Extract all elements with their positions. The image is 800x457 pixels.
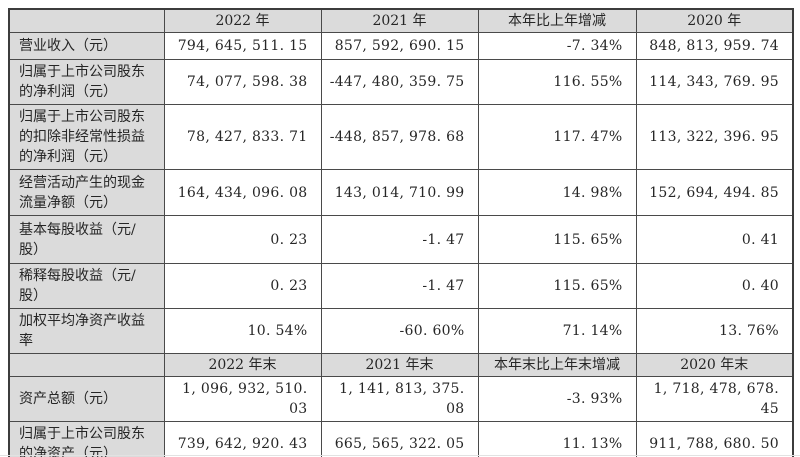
row-label: 营业收入（元） [8,32,165,60]
financial-summary-table: 2022 年 2021 年 本年比上年增减 2020 年 营业收入（元） 794… [8,8,794,457]
value-2022: 78, 427, 833. 71 [163,104,322,170]
header-cell-2022-year-end: 2022 年末 [163,353,322,377]
page-bottom-divider [0,455,800,456]
header-cell-2022: 2022 年 [163,8,322,33]
value-2022: 164, 434, 096. 08 [163,169,322,216]
value-year-end-change: -3. 93% [477,376,637,422]
value-yoy-change: 115. 65% [477,215,637,264]
value-2020-year-end: 911, 788, 680. 50 [635,421,794,457]
value-2021: 143, 014, 710. 99 [320,169,479,216]
row-net-assets-attributable: 归属于上市公司股东 的净资产（元） 739, 642, 920. 43 665,… [8,421,794,457]
value-2020-year-end: 1, 718, 478, 678. 45 [635,376,794,422]
value-2020: 13. 76% [635,308,794,354]
value-2020: 113, 322, 396. 95 [635,104,794,170]
value-2020: 848, 813, 959. 74 [635,32,794,60]
row-label: 经营活动产生的现金 流量净额（元） [8,169,165,216]
value-yoy-change: 116. 55% [477,59,637,105]
header-cell-2020-year-end: 2020 年末 [635,353,794,377]
row-operating-revenue: 营业收入（元） 794, 645, 511. 15 857, 592, 690.… [8,32,794,60]
row-basic-eps: 基本每股收益（元/ 股） 0. 23 -1. 47 115. 65% 0. 41 [8,215,794,264]
value-yoy-change: 14. 98% [477,169,637,216]
row-operating-cash-flow: 经营活动产生的现金 流量净额（元） 164, 434, 096. 08 143,… [8,169,794,216]
value-2021: -60. 60% [320,308,479,354]
value-yoy-change: 117. 47% [477,104,637,170]
header-cell-2020: 2020 年 [635,8,794,33]
row-weighted-avg-roe: 加权平均净资产收益 率 10. 54% -60. 60% 71. 14% 13.… [8,308,794,354]
value-2022: 0. 23 [163,215,322,264]
value-2020: 114, 343, 769. 95 [635,59,794,105]
value-2021: -448, 857, 978. 68 [320,104,479,170]
row-label: 加权平均净资产收益 率 [8,308,165,354]
header-cell-blank [8,353,165,377]
row-label: 稀释每股收益（元/ 股） [8,263,165,309]
value-2022: 74, 077, 598. 38 [163,59,322,105]
row-label: 归属于上市公司股东 的净资产（元） [8,421,165,457]
value-2020: 0. 40 [635,263,794,309]
header-row-year-end: 2022 年末 2021 年末 本年末比上年末增减 2020 年末 [8,353,794,377]
value-yoy-change: -7. 34% [477,32,637,60]
value-2020: 0. 41 [635,215,794,264]
header-cell-2021-year-end: 2021 年末 [320,353,479,377]
value-2021: -1. 47 [320,215,479,264]
value-2021-year-end: 665, 565, 322. 05 [320,421,479,457]
value-year-end-change: 11. 13% [477,421,637,457]
value-2022: 794, 645, 511. 15 [163,32,322,60]
row-label: 归属于上市公司股东 的净利润（元） [8,59,165,105]
header-cell-yoy-change: 本年比上年增减 [477,8,637,33]
value-yoy-change: 71. 14% [477,308,637,354]
value-2020: 152, 694, 494. 85 [635,169,794,216]
row-label: 归属于上市公司股东 的扣除非经常性损益 的净利润（元） [8,104,165,170]
value-yoy-change: 115. 65% [477,263,637,309]
value-2022: 0. 23 [163,263,322,309]
row-net-profit-attributable: 归属于上市公司股东 的净利润（元） 74, 077, 598. 38 -447,… [8,59,794,105]
value-2022: 10. 54% [163,308,322,354]
header-cell-year-end-change: 本年末比上年末增减 [477,353,637,377]
row-net-profit-excl-nonrecurring: 归属于上市公司股东 的扣除非经常性损益 的净利润（元） 78, 427, 833… [8,104,794,170]
value-2021: -1. 47 [320,263,479,309]
value-2021: -447, 480, 359. 75 [320,59,479,105]
row-label: 资产总额（元） [8,376,165,422]
header-cell-blank [8,8,165,33]
value-2021-year-end: 1, 141, 813, 375. 08 [320,376,479,422]
value-2022-year-end: 1, 096, 932, 510. 03 [163,376,322,422]
row-diluted-eps: 稀释每股收益（元/ 股） 0. 23 -1. 47 115. 65% 0. 40 [8,263,794,309]
header-cell-2021: 2021 年 [320,8,479,33]
value-2022-year-end: 739, 642, 920. 43 [163,421,322,457]
row-total-assets: 资产总额（元） 1, 096, 932, 510. 03 1, 141, 813… [8,376,794,422]
value-2021: 857, 592, 690. 15 [320,32,479,60]
row-label: 基本每股收益（元/ 股） [8,215,165,264]
header-row-annual: 2022 年 2021 年 本年比上年增减 2020 年 [8,8,794,33]
